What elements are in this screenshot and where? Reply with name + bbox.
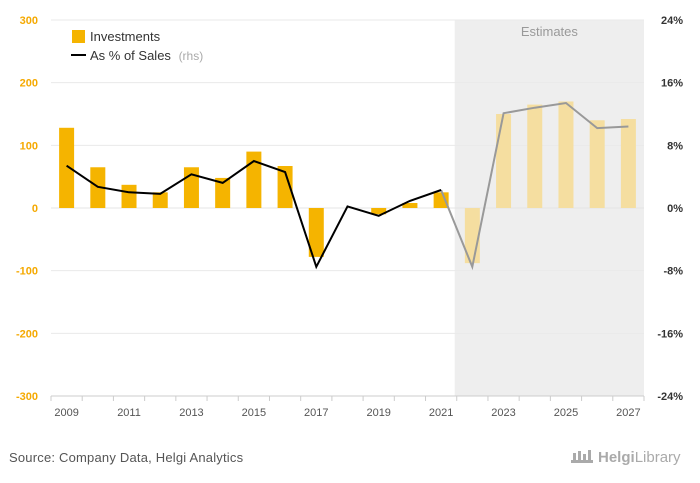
bar-investments-2015 (246, 151, 262, 208)
source-note: Source: Company Data, Helgi Analytics (9, 450, 244, 465)
bar-investments-2014 (215, 177, 231, 208)
legend-swatch-investments (72, 30, 85, 43)
bar-investments-2024 (527, 104, 543, 208)
bar-investments-2011 (121, 184, 137, 208)
x-tick-label-2023: 2023 (491, 407, 515, 419)
y-left-tick-label: 0 (32, 203, 38, 215)
bar-investments-2017 (308, 208, 324, 257)
bar-investments-2021 (433, 192, 449, 208)
y-left-tick-label: -100 (16, 266, 38, 278)
logo-suffix: Library (634, 448, 681, 466)
bar-investments-2016 (277, 166, 293, 208)
helgi-library-logo[interactable]: HelgiLibrary (570, 448, 681, 466)
y-right-tick-label: 16% (661, 78, 683, 90)
x-tick-label-2021: 2021 (429, 407, 453, 419)
x-tick-label-2025: 2025 (554, 407, 578, 419)
legend-label-rhs: (rhs) (179, 49, 204, 63)
x-tick-label-2027: 2027 (616, 407, 640, 419)
x-tick-label-2009: 2009 (54, 407, 78, 419)
logo-brand: Helgi (598, 448, 635, 466)
y-right-tick-label: -8% (663, 266, 683, 278)
y-left-tick-label: 300 (20, 15, 38, 27)
bar-investments-2019 (371, 208, 387, 215)
y-left-tick-label: 100 (20, 140, 38, 152)
bar-investments-2009 (59, 127, 75, 208)
y-left-tick-label: 200 (20, 78, 38, 90)
x-tick-label-2013: 2013 (179, 407, 203, 419)
y-left-tick-label: -200 (16, 328, 38, 340)
y-right-tick-label: 0% (667, 203, 683, 215)
y-right-tick-label: -24% (657, 391, 683, 403)
x-tick-label-2015: 2015 (242, 407, 266, 419)
legend-label-pct-sales-text: As % of Sales (90, 48, 171, 63)
y-right-tick-label: -16% (657, 328, 683, 340)
legend: Investments As % of Sales (rhs) (71, 29, 203, 63)
bar-investments-2026 (589, 120, 605, 208)
x-tick-label-2019: 2019 (366, 407, 390, 419)
legend-label-investments: Investments (90, 29, 161, 44)
legend-label-pct-sales: As % of Sales (rhs) (90, 48, 203, 63)
bar-investments-2025 (558, 101, 574, 208)
y-right-tick-label: 8% (667, 140, 683, 152)
bar-investments-2020 (402, 202, 418, 208)
line-pct-sales (66, 159, 442, 270)
library-icon (571, 450, 593, 463)
bar-investments-2023 (496, 114, 512, 208)
x-tick-label-2017: 2017 (304, 407, 328, 419)
line-pct-sales-estimate (440, 101, 629, 271)
x-tick-label-2011: 2011 (117, 407, 141, 419)
estimates-label: Estimates (521, 24, 579, 39)
y-right-tick-label: 24% (661, 15, 683, 27)
y-left-tick-label: -300 (16, 391, 38, 403)
bar-investments-2012 (152, 192, 168, 208)
bar-investments-2027 (620, 119, 636, 208)
